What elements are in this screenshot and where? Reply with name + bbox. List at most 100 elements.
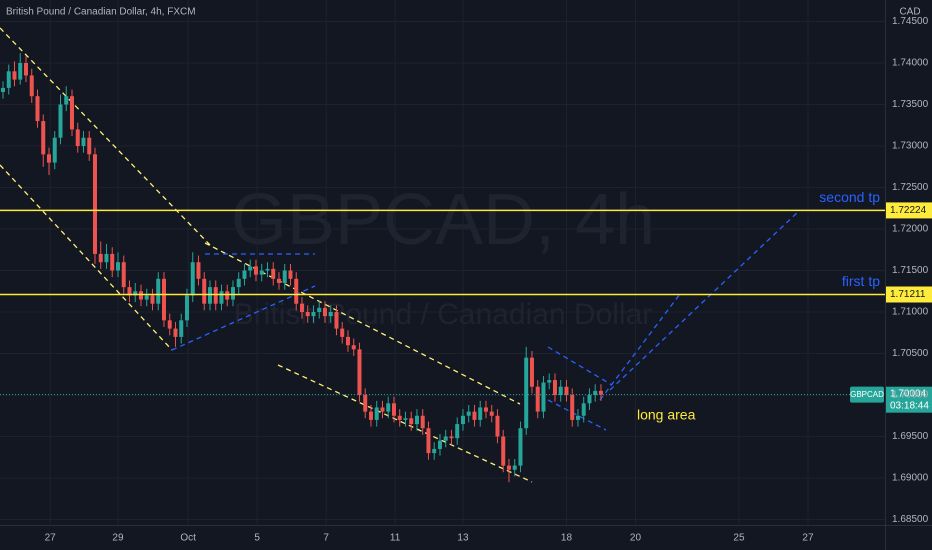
candle-body	[23, 63, 28, 76]
candle-body	[98, 253, 103, 263]
candle-body	[512, 465, 517, 470]
y-tick-label: 1.68500	[892, 514, 929, 525]
y-tick-label: 1.72000	[892, 224, 929, 235]
candle-body	[75, 129, 80, 147]
trendline	[0, 164, 173, 351]
candle-body	[374, 407, 379, 420]
candle-body	[0, 87, 5, 93]
candle-body	[334, 312, 339, 329]
candle-body	[299, 303, 304, 313]
candle-body	[12, 71, 17, 80]
candle-body	[426, 428, 431, 454]
candle-body	[156, 278, 161, 304]
x-tick-label: 11	[390, 533, 401, 544]
watermark: GBPCAD, 4h	[231, 180, 655, 260]
candle-body	[478, 407, 483, 420]
candle-body	[598, 390, 603, 395]
candle-body	[144, 295, 149, 300]
candle-body	[213, 287, 218, 304]
last-price-label: 1.70004	[890, 388, 927, 399]
candle-body	[322, 307, 327, 317]
candle-body	[397, 415, 402, 420]
candle-body	[276, 278, 281, 283]
candle-body	[248, 266, 253, 271]
candle-body	[466, 411, 471, 416]
candle-body	[529, 357, 534, 387]
candle-body	[110, 253, 115, 271]
candle-body	[386, 403, 391, 412]
currency: CAD	[899, 7, 920, 18]
candle-body	[190, 262, 195, 296]
y-tick-label: 1.74000	[892, 58, 929, 69]
candle-body	[161, 278, 166, 321]
candle-body	[524, 357, 529, 429]
candle-body	[294, 278, 299, 304]
candle-body	[64, 96, 69, 105]
candle-body	[558, 386, 563, 396]
candles	[0, 53, 603, 483]
candle-body	[18, 63, 23, 80]
candle-body	[472, 411, 477, 420]
candle-body	[495, 415, 500, 437]
y-tick-label: 1.73000	[892, 141, 929, 152]
x-tick-label: 20	[630, 533, 642, 544]
watermark-subtitle: British Pound / Canadian Dollar	[234, 298, 653, 331]
candle-body	[46, 154, 51, 163]
candle-body	[87, 137, 92, 155]
x-tick-label: 5	[254, 533, 260, 544]
symbol-label: GBPCAD	[850, 390, 884, 399]
x-tick-label: Oct	[180, 533, 196, 544]
candle-body	[328, 312, 333, 317]
candle-body	[501, 436, 506, 466]
candle-body	[403, 418, 408, 420]
candle-body	[138, 291, 143, 300]
candle-body	[225, 291, 230, 300]
trendline	[547, 399, 607, 431]
price-label: 1.71211	[890, 289, 926, 300]
y-tick-label: 1.69500	[892, 431, 929, 442]
candle-body	[437, 440, 442, 449]
candle-body	[368, 411, 373, 420]
candle-body	[69, 96, 74, 130]
price-label-bg	[886, 286, 932, 303]
candle-body	[460, 415, 465, 425]
price-line-text: first tp	[842, 273, 880, 289]
x-tick-label: 25	[733, 533, 745, 544]
candle-body	[506, 465, 511, 470]
candle-body	[121, 262, 126, 288]
candle-body	[29, 75, 34, 97]
price-label: 1.72224	[890, 205, 927, 216]
grid	[0, 0, 885, 525]
candle-body	[179, 320, 184, 337]
candle-body	[564, 386, 569, 396]
candle-body	[489, 411, 494, 416]
trendline	[171, 285, 316, 351]
candle-body	[230, 287, 235, 300]
candle-body	[288, 270, 293, 279]
y-tick-label: 1.69000	[892, 473, 929, 484]
candle-body	[173, 328, 178, 337]
candle-body	[259, 270, 264, 275]
candle-body	[449, 436, 454, 439]
candle-body	[420, 415, 425, 429]
candle-body	[207, 287, 212, 304]
x-tick-label: 13	[457, 533, 469, 544]
trendline	[599, 293, 681, 401]
y-tick-label: 1.72500	[892, 182, 929, 193]
candle-body	[196, 262, 201, 279]
candle-body	[541, 382, 546, 412]
candle-body	[414, 415, 419, 425]
candle-body	[345, 336, 350, 346]
trendline	[609, 209, 801, 391]
candle-body	[104, 253, 109, 263]
annotation: long area	[637, 407, 696, 423]
candle-body	[41, 121, 46, 155]
candle-body	[150, 295, 155, 304]
candle-body	[167, 320, 172, 329]
candle-body	[253, 266, 258, 275]
x-tick-label: 27	[45, 533, 57, 544]
price-label-bg	[886, 202, 932, 219]
candle-body	[52, 137, 57, 163]
x-tick-label: 18	[561, 533, 573, 544]
